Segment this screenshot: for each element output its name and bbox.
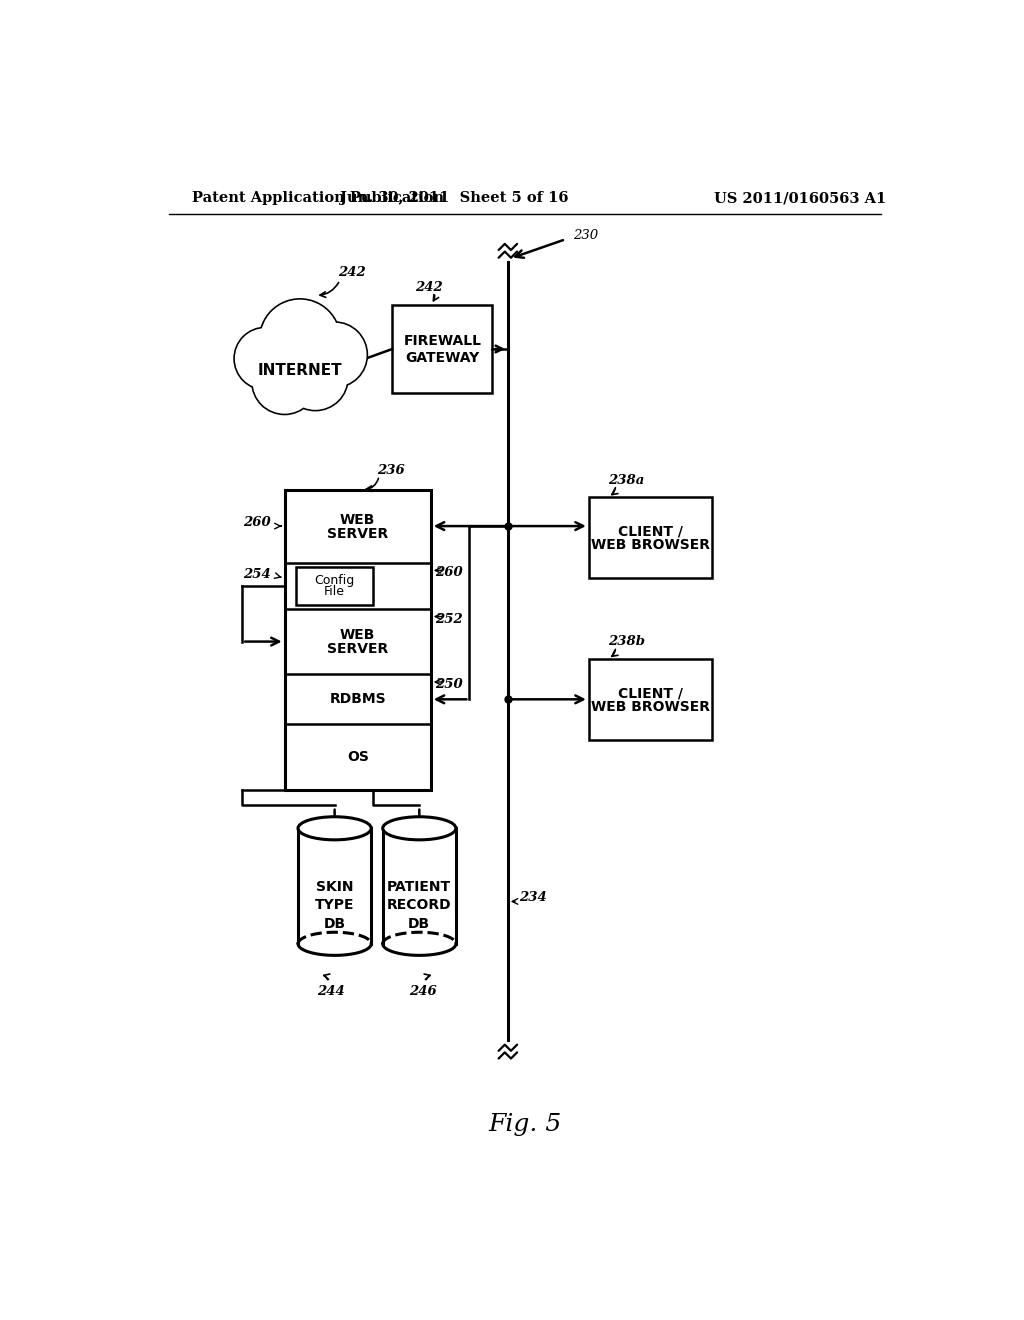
Text: OS: OS [347, 750, 369, 764]
Text: Fig. 5: Fig. 5 [488, 1113, 561, 1137]
Ellipse shape [383, 932, 456, 956]
Text: WEB: WEB [340, 513, 376, 527]
Bar [296, 566, 373, 605]
Text: Patent Application Publication: Patent Application Publication [193, 191, 444, 206]
Circle shape [260, 300, 340, 379]
Text: 238b: 238b [608, 635, 645, 648]
Text: Jun. 30, 2011  Sheet 5 of 16: Jun. 30, 2011 Sheet 5 of 16 [340, 191, 568, 206]
Text: Config: Config [314, 574, 354, 587]
Text: 234: 234 [519, 891, 547, 904]
Text: CLIENT /: CLIENT / [617, 524, 683, 539]
Circle shape [264, 330, 336, 403]
Text: 252: 252 [435, 612, 463, 626]
Text: 242: 242 [339, 265, 367, 279]
Text: 242: 242 [416, 281, 443, 294]
Text: WEB: WEB [340, 628, 376, 643]
Text: PATIENT
RECORD
DB: PATIENT RECORD DB [387, 880, 452, 931]
Circle shape [261, 301, 339, 379]
Circle shape [253, 350, 315, 413]
Ellipse shape [383, 817, 456, 840]
Bar [392, 305, 493, 393]
Text: SERVER: SERVER [327, 527, 388, 541]
Circle shape [252, 350, 316, 414]
Bar [383, 829, 456, 944]
Text: 246: 246 [410, 985, 437, 998]
Text: INTERNET: INTERNET [258, 363, 342, 378]
Text: 254: 254 [243, 568, 270, 581]
Text: 236: 236 [377, 463, 404, 477]
Text: 250: 250 [435, 678, 463, 692]
Text: 230: 230 [573, 228, 598, 242]
Bar [589, 498, 712, 578]
Circle shape [283, 346, 348, 411]
Text: 260: 260 [243, 516, 270, 529]
Text: File: File [325, 585, 345, 598]
Text: 260: 260 [435, 566, 463, 579]
Bar [298, 829, 371, 944]
Bar [285, 490, 431, 789]
Text: SKIN
TYPE
DB: SKIN TYPE DB [314, 880, 354, 931]
Circle shape [234, 327, 296, 389]
Ellipse shape [298, 817, 371, 840]
Circle shape [303, 323, 366, 385]
Circle shape [236, 329, 295, 388]
Text: CLIENT /: CLIENT / [617, 686, 683, 700]
Text: WEB BROWSER: WEB BROWSER [591, 539, 710, 552]
Text: WEB BROWSER: WEB BROWSER [591, 700, 710, 714]
Text: RDBMS: RDBMS [330, 692, 386, 706]
Circle shape [263, 330, 337, 404]
Ellipse shape [298, 932, 371, 956]
Text: 238a: 238a [608, 474, 644, 487]
Text: GATEWAY: GATEWAY [406, 351, 479, 366]
Text: SERVER: SERVER [327, 643, 388, 656]
Text: FIREWALL: FIREWALL [403, 334, 481, 348]
Bar [589, 659, 712, 739]
Circle shape [302, 322, 367, 387]
Text: 244: 244 [316, 985, 345, 998]
Circle shape [284, 347, 346, 409]
Text: US 2011/0160563 A1: US 2011/0160563 A1 [715, 191, 887, 206]
